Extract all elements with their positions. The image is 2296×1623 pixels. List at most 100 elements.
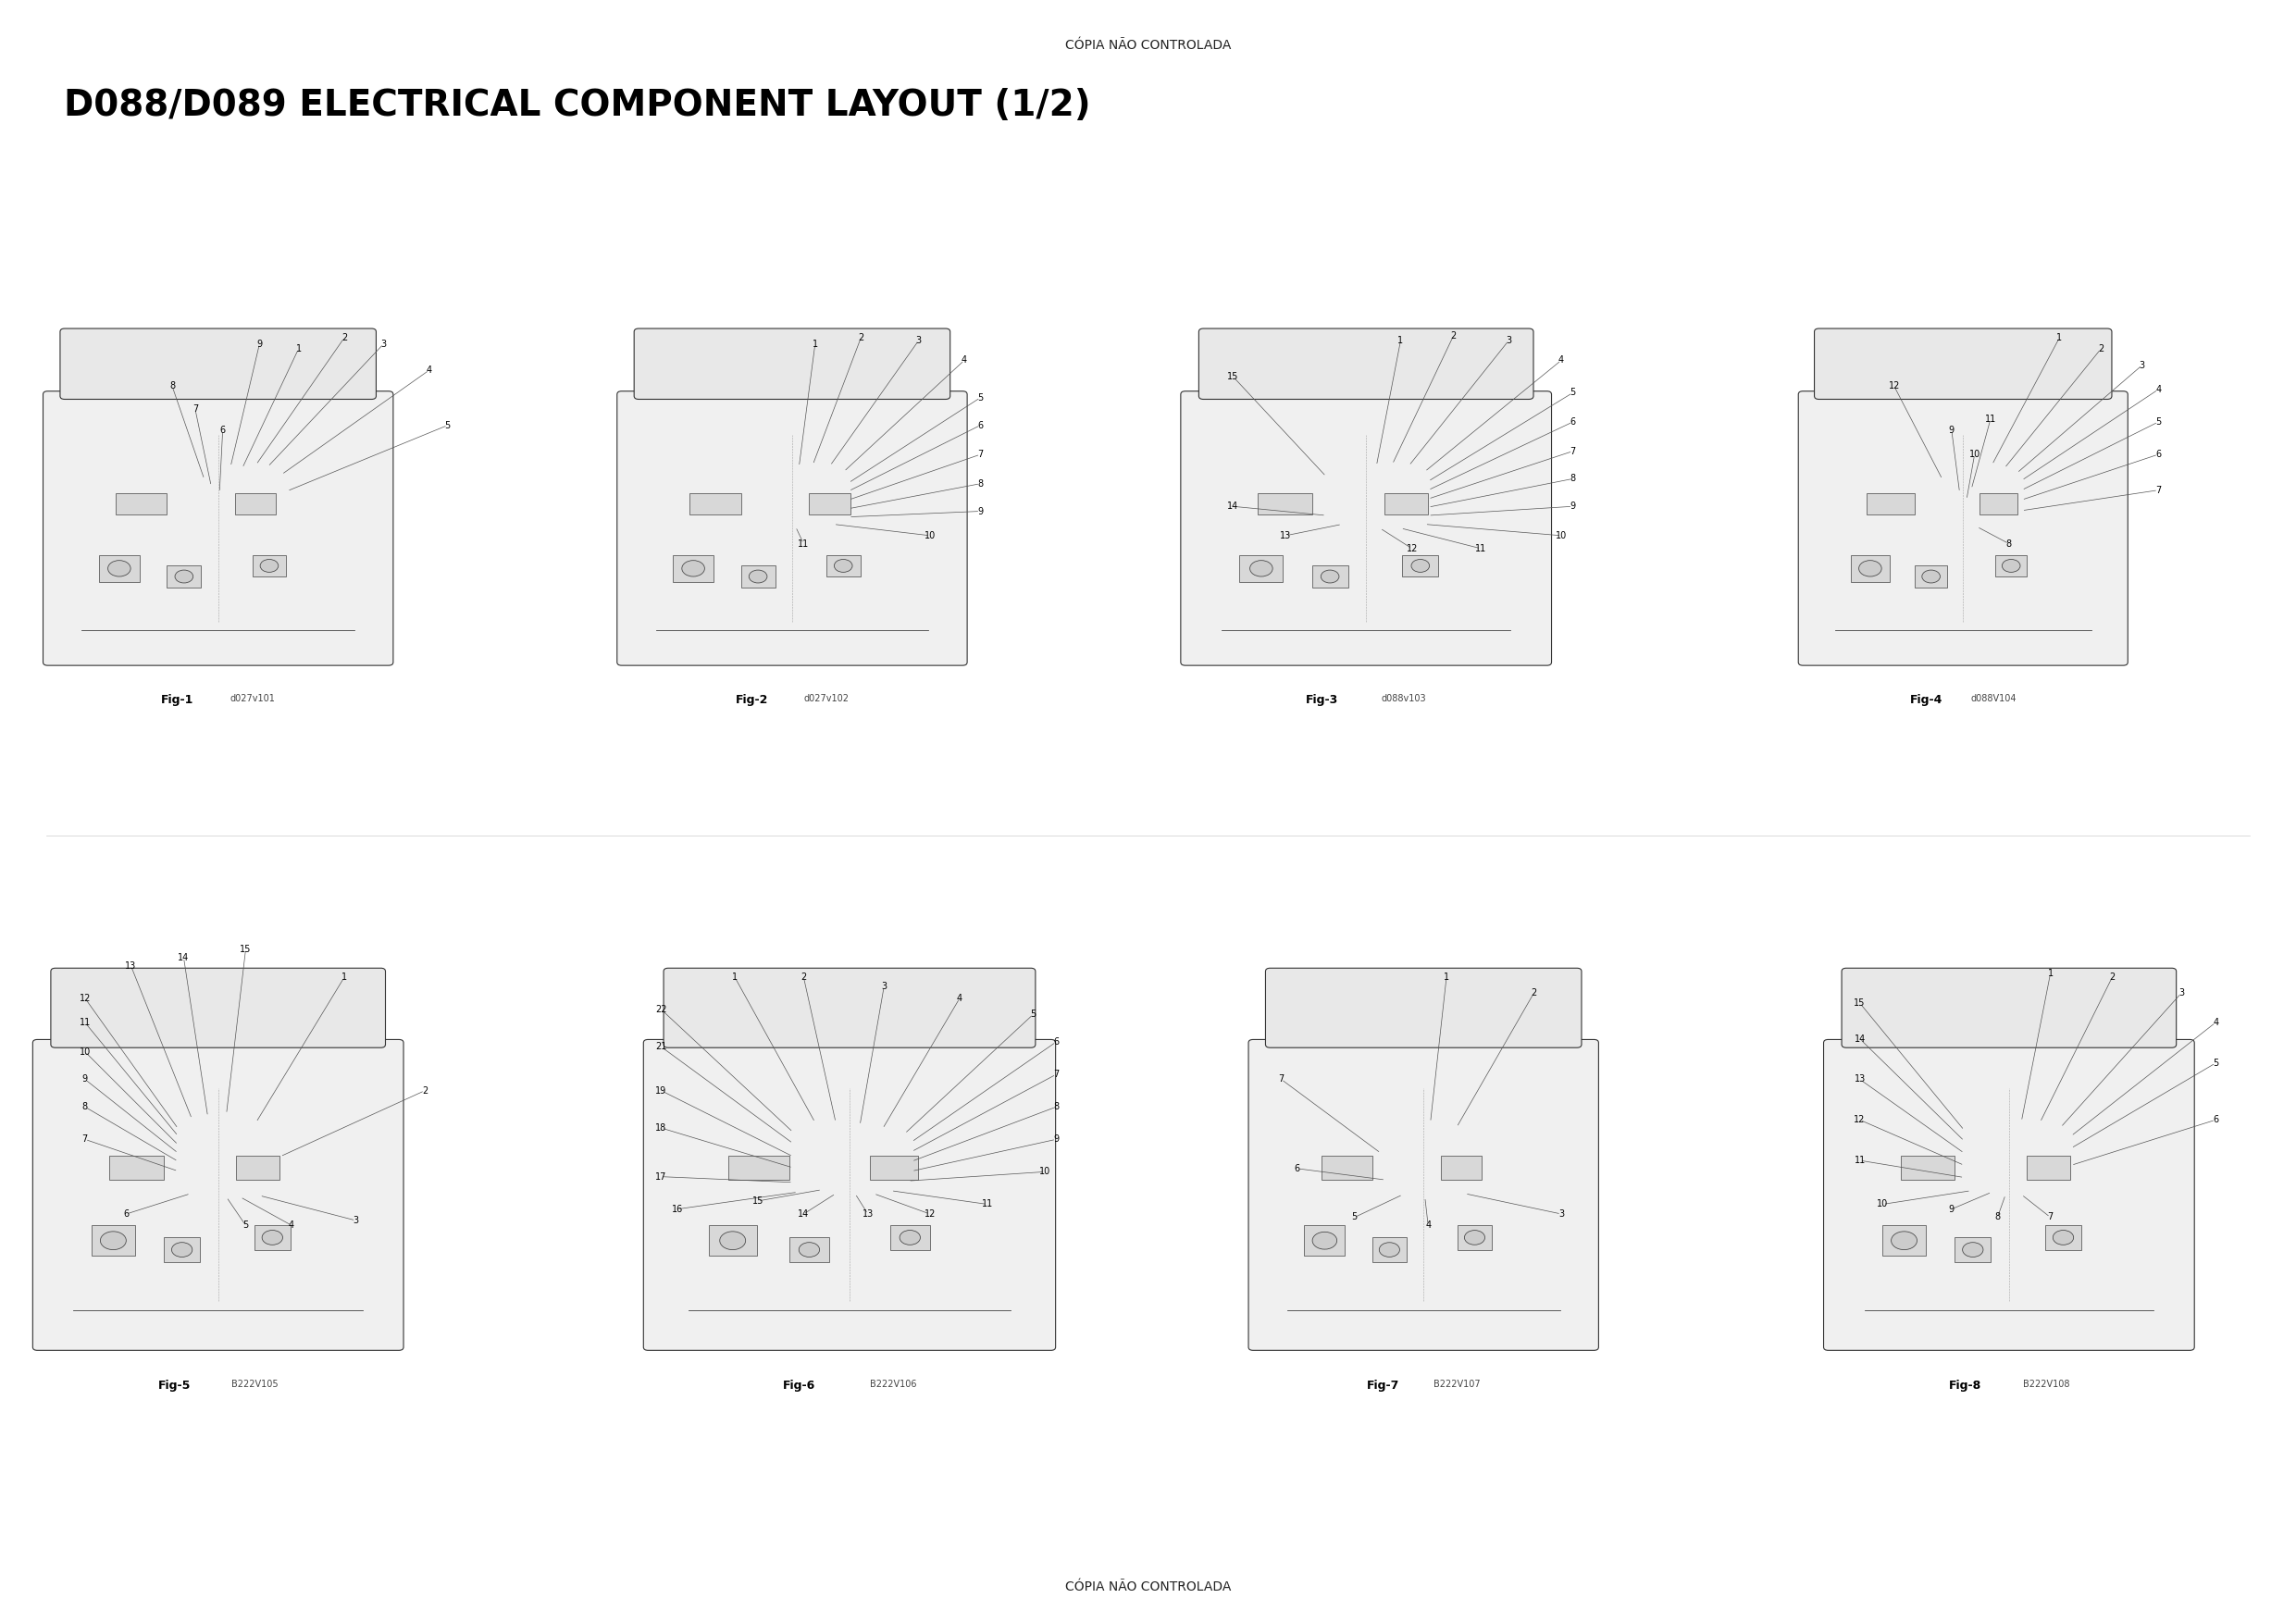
Text: 21: 21: [657, 1042, 666, 1052]
Bar: [1384, 493, 1428, 514]
Text: B222V105: B222V105: [232, 1380, 278, 1389]
Text: 3: 3: [354, 1216, 358, 1225]
Text: 3: 3: [2140, 360, 2144, 370]
Text: Fig-7: Fig-7: [1366, 1380, 1401, 1391]
FancyBboxPatch shape: [1249, 1039, 1598, 1350]
Text: 2: 2: [342, 333, 347, 342]
Text: 3: 3: [1506, 336, 1511, 346]
Text: 2: 2: [859, 333, 863, 342]
Text: 6: 6: [2213, 1115, 2218, 1125]
Text: 5: 5: [978, 393, 983, 403]
Text: 1: 1: [2048, 969, 2053, 979]
Text: Fig-3: Fig-3: [1306, 693, 1339, 706]
Text: 11: 11: [1986, 414, 1995, 424]
Circle shape: [259, 560, 278, 573]
Text: 1: 1: [1398, 336, 1403, 346]
Text: 15: 15: [1855, 998, 1864, 1008]
Text: B222V106: B222V106: [870, 1380, 916, 1389]
Bar: [1995, 555, 2027, 576]
Bar: [1440, 1156, 1481, 1180]
Text: 7: 7: [193, 404, 197, 414]
Text: 11: 11: [1855, 1156, 1864, 1165]
Text: 14: 14: [179, 953, 188, 962]
Text: 6: 6: [978, 420, 983, 430]
Bar: [168, 566, 202, 588]
Text: 4: 4: [2213, 1018, 2218, 1027]
Circle shape: [748, 570, 767, 583]
Text: 7: 7: [1054, 1070, 1058, 1079]
Circle shape: [1412, 560, 1430, 573]
Bar: [1954, 1237, 1991, 1263]
Circle shape: [1860, 560, 1880, 576]
Bar: [1320, 1156, 1373, 1180]
Circle shape: [1465, 1230, 1486, 1245]
Bar: [115, 493, 168, 514]
Text: 1: 1: [1444, 972, 1449, 982]
Bar: [1311, 566, 1348, 588]
Circle shape: [262, 1230, 282, 1245]
FancyBboxPatch shape: [32, 1039, 404, 1350]
Bar: [99, 555, 140, 581]
FancyBboxPatch shape: [1841, 967, 2177, 1048]
Text: 15: 15: [241, 945, 250, 954]
Text: 6: 6: [1570, 417, 1575, 427]
Text: 6: 6: [1054, 1037, 1058, 1047]
Text: 5: 5: [2213, 1058, 2218, 1068]
Text: 10: 10: [1970, 450, 1979, 459]
Bar: [92, 1225, 135, 1256]
Text: 1: 1: [342, 972, 347, 982]
Text: 2: 2: [801, 972, 806, 982]
Text: 13: 13: [1281, 531, 1290, 540]
Circle shape: [1313, 1232, 1336, 1250]
Text: 13: 13: [126, 961, 135, 971]
Bar: [2046, 1225, 2080, 1250]
Text: 13: 13: [1855, 1074, 1864, 1084]
Text: 8: 8: [1570, 474, 1575, 484]
FancyBboxPatch shape: [1180, 391, 1552, 665]
Circle shape: [833, 560, 852, 573]
Text: 10: 10: [80, 1047, 90, 1057]
Text: 8: 8: [170, 381, 174, 391]
Bar: [1373, 1237, 1407, 1263]
Text: 1: 1: [732, 972, 737, 982]
Text: 11: 11: [80, 1018, 90, 1027]
Bar: [1403, 555, 1440, 576]
Text: 12: 12: [1855, 1115, 1864, 1125]
Text: 13: 13: [863, 1209, 872, 1219]
Text: 3: 3: [882, 982, 886, 992]
Text: 1: 1: [296, 344, 301, 354]
Text: 3: 3: [1559, 1209, 1564, 1219]
Text: 4: 4: [2156, 385, 2161, 394]
Text: 4: 4: [427, 365, 432, 375]
Text: Fig-6: Fig-6: [783, 1380, 815, 1391]
Text: 7: 7: [83, 1134, 87, 1144]
Circle shape: [900, 1230, 921, 1245]
Text: 4: 4: [1426, 1220, 1430, 1230]
Text: 7: 7: [2048, 1212, 2053, 1222]
Text: d027v101: d027v101: [230, 693, 276, 703]
Bar: [253, 555, 287, 576]
Bar: [1901, 1156, 1954, 1180]
Circle shape: [1249, 560, 1272, 576]
Text: 2: 2: [1451, 331, 1456, 341]
Text: d088V104: d088V104: [1970, 693, 2016, 703]
Text: 6: 6: [220, 425, 225, 435]
Bar: [1258, 493, 1311, 514]
Circle shape: [108, 560, 131, 576]
Text: 7: 7: [1570, 446, 1575, 456]
Text: 10: 10: [925, 531, 934, 540]
Text: 19: 19: [657, 1086, 666, 1096]
Text: 1: 1: [813, 339, 817, 349]
Text: d088v103: d088v103: [1382, 693, 1426, 703]
Bar: [709, 1225, 758, 1256]
Text: d027v102: d027v102: [804, 693, 850, 703]
Text: 10: 10: [1040, 1167, 1049, 1177]
Bar: [255, 1225, 289, 1250]
Text: CÓPIA NÃO CONTROLADA: CÓPIA NÃO CONTROLADA: [1065, 39, 1231, 52]
Text: 9: 9: [1570, 502, 1575, 511]
Text: 8: 8: [1054, 1102, 1058, 1112]
Text: 3: 3: [381, 339, 386, 349]
Circle shape: [174, 570, 193, 583]
Text: 11: 11: [799, 539, 808, 549]
FancyBboxPatch shape: [634, 328, 951, 399]
